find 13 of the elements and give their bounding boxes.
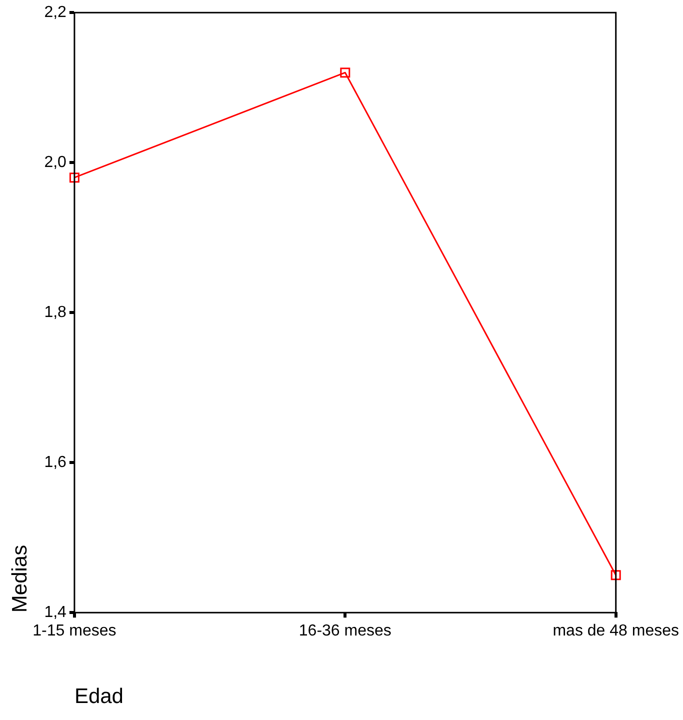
x-tick-label: mas de 48 meses — [552, 622, 679, 640]
point — [69, 172, 80, 183]
y-tick-label: 1,8 — [44, 304, 67, 322]
x-tick-label: 1-15 meses — [32, 622, 116, 640]
y-tick-label: 2,2 — [44, 4, 67, 22]
point — [610, 570, 621, 580]
y-tick-label: 2,0 — [44, 154, 67, 172]
x-tick-label: 16-36 meses — [298, 622, 392, 640]
y-axis-title: Medias — [8, 544, 32, 613]
point — [340, 68, 350, 78]
y-tick-label: 1,6 — [44, 454, 67, 472]
y-tick-label: 1,4 — [44, 604, 67, 622]
x-axis-title: Edad — [74, 685, 124, 708]
